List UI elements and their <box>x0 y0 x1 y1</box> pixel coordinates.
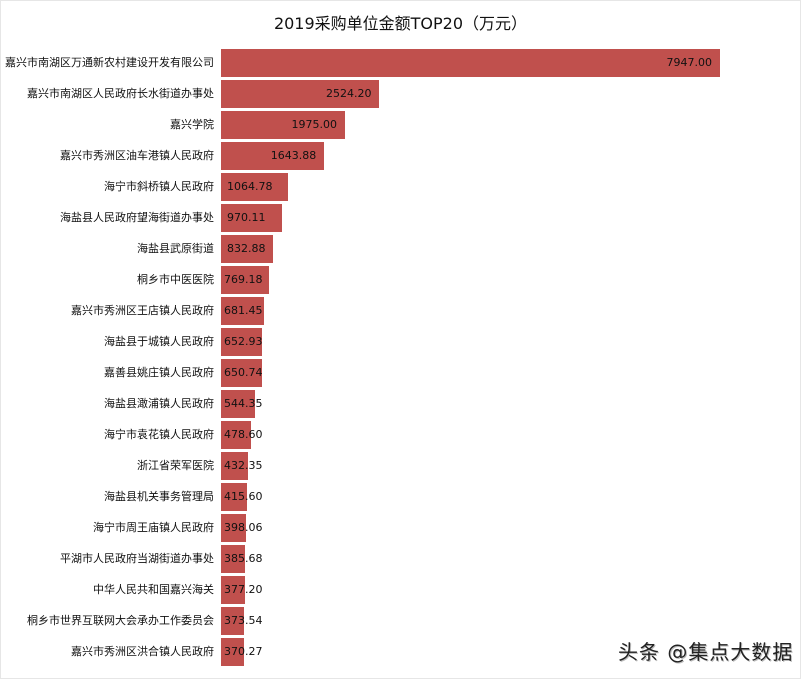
value-label: 377.20 <box>224 583 263 596</box>
bar <box>221 111 345 139</box>
bar <box>221 638 245 666</box>
bar-row: 嘉兴学院 1975.00 <box>0 111 801 139</box>
bar <box>221 421 252 449</box>
value-label: 832.88 <box>227 242 266 255</box>
category-label: 海宁市周王庙镇人民政府 <box>93 521 214 534</box>
bar <box>221 204 282 232</box>
category-label: 海盐县机关事务管理局 <box>104 490 214 503</box>
category-label: 海宁市袁花镇人民政府 <box>104 428 214 441</box>
value-label: 970.11 <box>227 211 266 224</box>
bar-row: 海宁市斜桥镇人民政府 1064.78 <box>0 173 801 201</box>
bar-row: 浙江省荣军医院 432.35 <box>0 452 801 480</box>
bar <box>221 142 325 170</box>
bar <box>221 49 720 77</box>
bar-row: 嘉兴市秀洲区油车港镇人民政府 1643.88 <box>0 142 801 170</box>
bar <box>221 328 262 356</box>
value-label: 1643.88 <box>270 149 317 162</box>
value-label: 432.35 <box>224 459 263 472</box>
bar-row: 海宁市周王庙镇人民政府 398.06 <box>0 514 801 542</box>
bar <box>221 607 245 635</box>
category-label: 海宁市斜桥镇人民政府 <box>104 180 214 193</box>
value-label: 1975.00 <box>291 118 338 131</box>
bar <box>221 514 246 542</box>
watermark: 头条 @集点大数据 <box>618 640 794 664</box>
value-label: 415.60 <box>224 490 263 503</box>
value-label: 7947.00 <box>666 56 713 69</box>
category-label: 嘉兴市秀洲区洪合镇人民政府 <box>71 645 214 658</box>
bar-row: 海宁市袁花镇人民政府 478.60 <box>0 421 801 449</box>
bar-row: 海盐县武原街道 832.88 <box>0 235 801 263</box>
bar-row: 中华人民共和国嘉兴海关 377.20 <box>0 576 801 604</box>
bar-row: 海盐县于城镇人民政府 652.93 <box>0 328 801 356</box>
bar <box>221 390 256 418</box>
category-label: 海盐县人民政府望海街道办事处 <box>60 211 214 224</box>
value-label: 650.74 <box>224 366 263 379</box>
bar <box>221 452 249 480</box>
bar <box>221 297 264 325</box>
value-label: 373.54 <box>224 614 263 627</box>
bar <box>221 266 270 294</box>
bar-row: 嘉兴市秀洲区王店镇人民政府 681.45 <box>0 297 801 325</box>
bar <box>221 235 274 263</box>
category-label: 浙江省荣军医院 <box>137 459 214 472</box>
value-label: 652.93 <box>224 335 263 348</box>
category-label: 平湖市人民政府当湖街道办事处 <box>60 552 214 565</box>
value-label: 370.27 <box>224 645 263 658</box>
category-label: 海盐县武原街道 <box>137 242 214 255</box>
bar-row: 桐乡市世界互联网大会承办工作委员会 373.54 <box>0 607 801 635</box>
category-label: 海盐县澉浦镇人民政府 <box>104 397 214 410</box>
value-label: 769.18 <box>224 273 263 286</box>
bar-row: 海盐县机关事务管理局 415.60 <box>0 483 801 511</box>
value-label: 681.45 <box>224 304 263 317</box>
category-label: 嘉兴市秀洲区油车港镇人民政府 <box>60 149 214 162</box>
value-label: 398.06 <box>224 521 263 534</box>
bar-row: 海盐县澉浦镇人民政府 544.35 <box>0 390 801 418</box>
bar-row: 嘉善县姚庄镇人民政府 650.74 <box>0 359 801 387</box>
category-label: 中华人民共和国嘉兴海关 <box>93 583 214 596</box>
bar <box>221 80 380 108</box>
category-label: 嘉兴市南湖区人民政府长水街道办事处 <box>27 87 214 100</box>
category-label: 嘉兴市南湖区万通新农村建设开发有限公司 <box>5 56 214 69</box>
bar-row: 桐乡市中医医院 769.18 <box>0 266 801 294</box>
value-label: 544.35 <box>224 397 263 410</box>
bar <box>221 545 246 573</box>
chart-title: 2019采购单位金额TOP20（万元） <box>273 14 528 33</box>
bar-row: 嘉兴市南湖区人民政府长水街道办事处 2524.20 <box>0 80 801 108</box>
category-label: 桐乡市中医医院 <box>137 273 214 286</box>
category-label: 嘉兴市秀洲区王店镇人民政府 <box>71 304 214 317</box>
bar <box>221 483 248 511</box>
value-label: 2524.20 <box>325 87 372 100</box>
value-label: 385.68 <box>224 552 263 565</box>
bar-row: 嘉兴市南湖区万通新农村建设开发有限公司 7947.00 <box>0 49 801 77</box>
category-label: 嘉善县姚庄镇人民政府 <box>104 366 214 379</box>
category-label: 嘉兴学院 <box>170 118 214 131</box>
bar <box>221 359 262 387</box>
value-label: 478.60 <box>224 428 263 441</box>
bar <box>221 576 245 604</box>
category-label: 海盐县于城镇人民政府 <box>104 335 214 348</box>
bar-row: 嘉兴市秀洲区洪合镇人民政府 370.27 <box>0 638 801 666</box>
bar-row: 海盐县人民政府望海街道办事处 970.11 <box>0 204 801 232</box>
value-label: 1064.78 <box>227 180 273 193</box>
bar-row: 平湖市人民政府当湖街道办事处 385.68 <box>0 545 801 573</box>
bar <box>221 173 288 201</box>
category-label: 桐乡市世界互联网大会承办工作委员会 <box>27 614 214 627</box>
